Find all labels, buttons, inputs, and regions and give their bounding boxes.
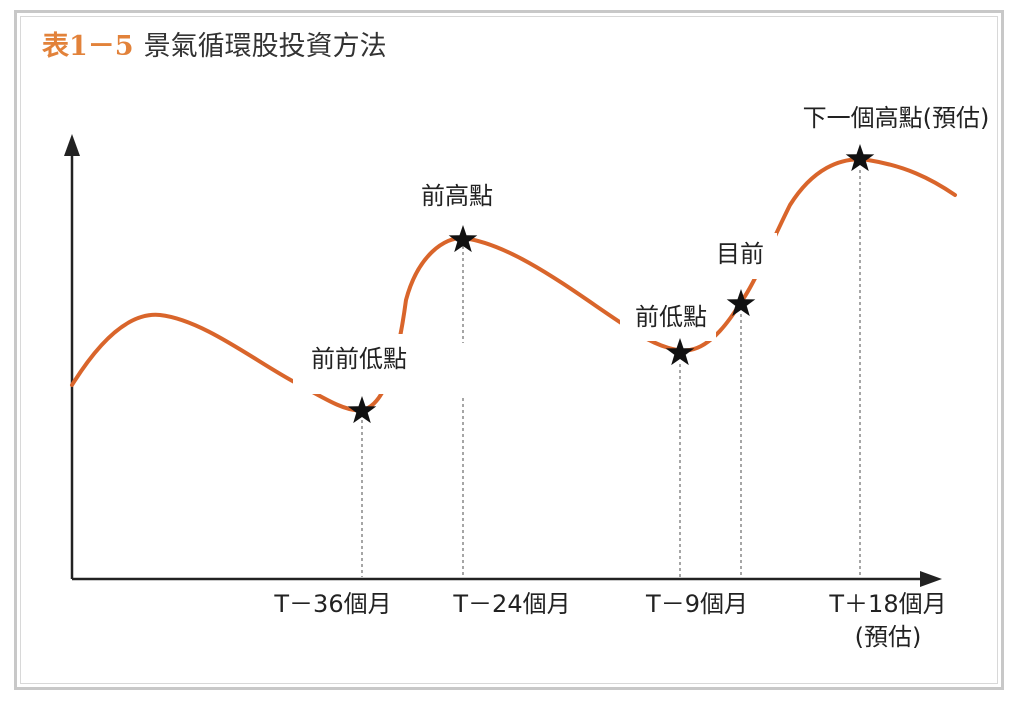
tick-label-t-36: T－36個月 (273, 590, 391, 618)
star-icon (726, 289, 756, 317)
title-text: 景氣循環股投資方法 (143, 31, 387, 62)
figure-title: 表1－5 景氣循環股投資方法 (42, 30, 387, 64)
tick-label-t-24: T－24個月 (452, 590, 570, 618)
tick-label-t-9: T－9個月 (645, 590, 748, 618)
label-next-high: 下一個高點(預估) (803, 104, 990, 132)
title-number: 表1－5 (42, 31, 134, 62)
cycle-curve (70, 157, 957, 413)
star-icon (448, 225, 478, 253)
label-prev-high: 前高點 (421, 182, 493, 210)
inner-frame (20, 16, 998, 684)
y-axis-arrow-icon (64, 134, 80, 156)
label-prev-prev-low: 前前低點 (311, 345, 407, 373)
star-icon (845, 144, 875, 172)
x-axis-arrow-icon (920, 571, 942, 587)
outer-frame (14, 10, 1004, 690)
label-prev-low: 前低點 (635, 303, 707, 331)
star-icon (665, 338, 695, 366)
label-current: 目前 (716, 240, 764, 268)
star-icon (347, 396, 377, 424)
tick-sublabel-t+18: (預估) (855, 623, 922, 651)
tick-label-t+18: T＋18個月 (828, 590, 946, 618)
